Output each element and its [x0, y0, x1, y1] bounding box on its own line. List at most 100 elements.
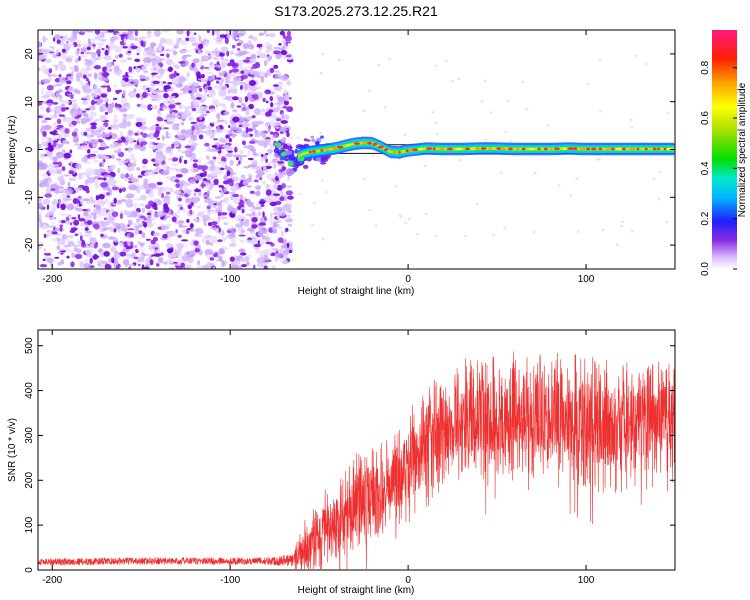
noise-speckle: [134, 132, 139, 136]
noise-speckle: [234, 146, 238, 153]
noise-speckle: [120, 228, 126, 232]
noise-speckle: [78, 174, 83, 180]
y-tick-label: 0: [24, 567, 35, 573]
noise-speckle: [227, 88, 231, 95]
noise-speckle: [158, 46, 163, 52]
faint-speckle: [403, 133, 407, 137]
noise-speckle: [53, 110, 57, 117]
noise-speckle: [100, 85, 109, 88]
noise-speckle: [85, 77, 89, 82]
noise-speckle: [177, 204, 183, 207]
noise-speckle: [275, 118, 282, 122]
noise-speckle: [90, 139, 99, 145]
noise-speckle: [218, 137, 226, 143]
noise-speckle: [266, 184, 269, 190]
track-hotspot: [405, 149, 409, 153]
track-hotspot: [537, 147, 541, 151]
noise-speckle: [92, 144, 96, 147]
noise-speckle: [124, 83, 131, 87]
noise-speckle: [165, 121, 174, 125]
noise-speckle: [56, 83, 62, 86]
noise-speckle: [48, 51, 55, 54]
track-hotspot: [572, 147, 578, 151]
noise-speckle: [236, 163, 240, 167]
y-tick-label: 400: [24, 382, 35, 399]
noise-speckle: [156, 261, 161, 264]
noise-speckle: [150, 105, 155, 109]
noise-speckle: [130, 210, 138, 218]
noise-speckle: [193, 168, 199, 172]
faint-speckle: [313, 201, 316, 205]
noise-speckle: [162, 234, 168, 239]
faint-speckle: [404, 221, 408, 224]
noise-speckle: [252, 36, 258, 42]
noise-speckle: [138, 230, 143, 235]
noise-speckle: [47, 152, 52, 159]
noise-speckle: [153, 253, 162, 257]
noise-speckle: [173, 64, 179, 68]
noise-speckle: [136, 52, 140, 56]
faint-speckle: [363, 177, 367, 181]
noise-speckle: [126, 198, 134, 204]
faint-speckle: [289, 136, 293, 140]
noise-speckle: [282, 33, 286, 39]
noise-speckle: [279, 189, 284, 197]
track-hotspot: [471, 147, 475, 151]
y-tick-label: 100: [24, 516, 35, 533]
noise-speckle: [113, 114, 118, 119]
noise-speckle: [234, 183, 239, 188]
track-early-blob: [298, 156, 305, 162]
noise-speckle: [272, 84, 279, 87]
noise-speckle: [155, 151, 164, 159]
snr-marks: [38, 351, 675, 570]
noise-speckle: [177, 134, 186, 140]
noise-speckle: [73, 219, 80, 226]
track-band-core: [297, 141, 675, 159]
noise-speckle: [38, 41, 42, 48]
noise-speckle: [85, 232, 92, 238]
noise-speckle: [42, 130, 47, 137]
noise-speckle: [143, 166, 147, 169]
track-hotspot: [611, 147, 615, 151]
noise-speckle: [72, 137, 80, 143]
noise-speckle: [239, 194, 244, 202]
noise-speckle: [281, 112, 285, 120]
noise-speckle: [150, 189, 154, 197]
noise-speckle: [112, 97, 118, 100]
faint-speckle: [319, 131, 323, 135]
track-scatter: [288, 169, 295, 175]
noise-speckle: [242, 50, 248, 55]
noise-speckle: [40, 127, 44, 134]
noise-speckle: [56, 124, 64, 128]
noise-speckle: [110, 154, 115, 160]
noise-speckle: [149, 259, 154, 266]
noise-speckle: [188, 36, 197, 43]
noise-speckle: [237, 49, 242, 53]
noise-speckle: [205, 182, 211, 188]
noise-speckle: [223, 60, 228, 66]
noise-speckle: [200, 113, 208, 117]
noise-speckle: [265, 236, 271, 241]
noise-speckle: [223, 186, 228, 193]
track-hotspot: [312, 150, 316, 153]
noise-speckle: [74, 233, 79, 236]
noise-speckle: [208, 64, 216, 69]
noise-speckle: [165, 191, 171, 195]
noise-speckle: [193, 175, 202, 181]
noise-speckle: [281, 133, 288, 136]
noise-speckle: [196, 264, 204, 269]
noise-speckle: [183, 110, 192, 118]
noise-speckle: [175, 183, 180, 189]
noise-speckle: [257, 238, 266, 246]
noise-speckle: [236, 105, 242, 108]
faint-speckle: [629, 118, 633, 121]
noise-speckle: [176, 30, 184, 35]
noise-speckle: [232, 96, 239, 101]
noise-speckle: [84, 227, 89, 231]
noise-speckle: [145, 238, 151, 241]
noise-speckle: [65, 80, 72, 85]
noise-speckle: [167, 66, 173, 72]
noise-speckle: [66, 255, 70, 259]
noise-speckle: [158, 42, 163, 48]
noise-speckle: [142, 158, 148, 165]
